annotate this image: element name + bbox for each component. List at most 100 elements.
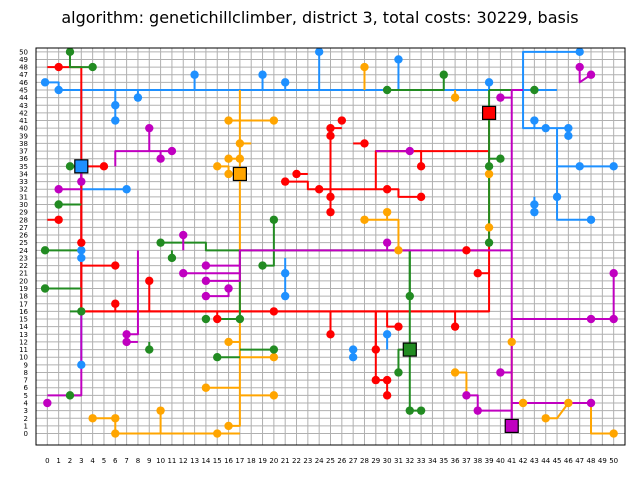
x-tick-label: 34 [428,457,437,465]
house-point [167,146,177,156]
y-tick-label: 8 [24,369,28,377]
house-point [507,337,516,347]
house-point [314,47,324,57]
house-point [54,185,63,194]
y-tick-label: 35 [19,163,28,171]
house-point [337,116,347,125]
house-point [484,238,494,247]
house-point [54,62,63,72]
house-point [40,284,50,293]
house-point [167,253,177,263]
x-tick-label: 43 [530,457,539,465]
x-tick-label: 17 [235,457,244,465]
y-tick-label: 15 [19,316,28,324]
house-point [77,360,86,370]
x-tick-label: 41 [507,457,516,465]
house-point [280,291,290,301]
house-point [269,215,279,224]
house-point [416,192,426,202]
house-point [360,139,369,148]
x-tick-label: 39 [485,457,494,465]
house-point [564,131,573,140]
y-tick-label: 48 [19,64,28,72]
house-point [484,78,494,87]
house-point [382,375,392,385]
house-point [156,406,165,415]
y-tick-label: 17 [19,300,28,308]
cable-line [578,67,592,84]
house-point [586,215,596,224]
x-tick-label: 37 [462,457,471,465]
house-point [541,414,550,423]
house-point [54,215,63,224]
x-tick-label: 2 [68,457,72,465]
cable-line [47,311,83,397]
house-point [258,261,267,270]
house-point [382,85,392,95]
house-point [77,307,86,316]
x-tick-label: 22 [292,457,301,465]
cable-line [205,273,241,282]
x-tick-label: 9 [147,457,151,465]
house-point [111,414,120,423]
cable-line [114,150,172,167]
y-tick-label: 37 [19,148,28,156]
house-point [156,238,165,247]
house-point [213,429,222,438]
house-point [382,391,392,400]
house-point [224,169,233,179]
house-point [609,314,618,324]
battery-marker [481,105,497,120]
house-point [111,299,120,308]
y-tick-label: 30 [19,201,28,209]
house-point [280,78,290,87]
house-point [269,391,279,400]
house-point [450,368,460,377]
house-point [77,238,86,247]
y-tick-label: 26 [19,232,28,240]
y-tick-label: 36 [19,155,28,163]
house-point [609,269,618,278]
house-point [122,185,131,194]
house-point [213,314,222,324]
house-point [292,169,301,179]
x-tick-label: 11 [167,457,176,465]
house-point [394,368,403,377]
y-tick-label: 4 [24,400,29,408]
y-tick-label: 39 [19,132,28,140]
x-tick-label: 23 [303,457,312,465]
house-point [111,116,120,125]
x-tick-label: 4 [90,457,95,465]
house-point [552,192,562,202]
y-tick-label: 19 [19,285,28,293]
cable-line [364,218,400,251]
house-point [99,162,109,171]
x-tick-label: 7 [124,457,128,465]
x-tick-label: 38 [473,457,482,465]
house-point [382,238,392,247]
house-point [473,269,482,278]
y-tick-label: 11 [19,346,28,354]
x-tick-label: 19 [258,457,267,465]
house-point [394,55,403,64]
cable-line [68,51,93,69]
x-tick-label: 49 [598,457,607,465]
house-point [224,421,233,431]
house-point [77,246,86,255]
house-point [269,345,279,354]
y-tick-label: 31 [19,193,28,201]
cable-line [126,250,139,336]
house-point [326,330,335,339]
x-tick-label: 30 [383,457,392,465]
house-point [564,398,573,408]
y-tick-label: 46 [19,79,28,87]
y-tick-label: 3 [24,407,28,415]
house-point [439,70,448,79]
house-point [484,169,494,179]
house-point [201,261,211,270]
x-tick-label: 14 [201,457,210,465]
x-tick-label: 40 [496,457,505,465]
house-point [405,406,414,415]
x-tick-label: 47 [575,457,584,465]
